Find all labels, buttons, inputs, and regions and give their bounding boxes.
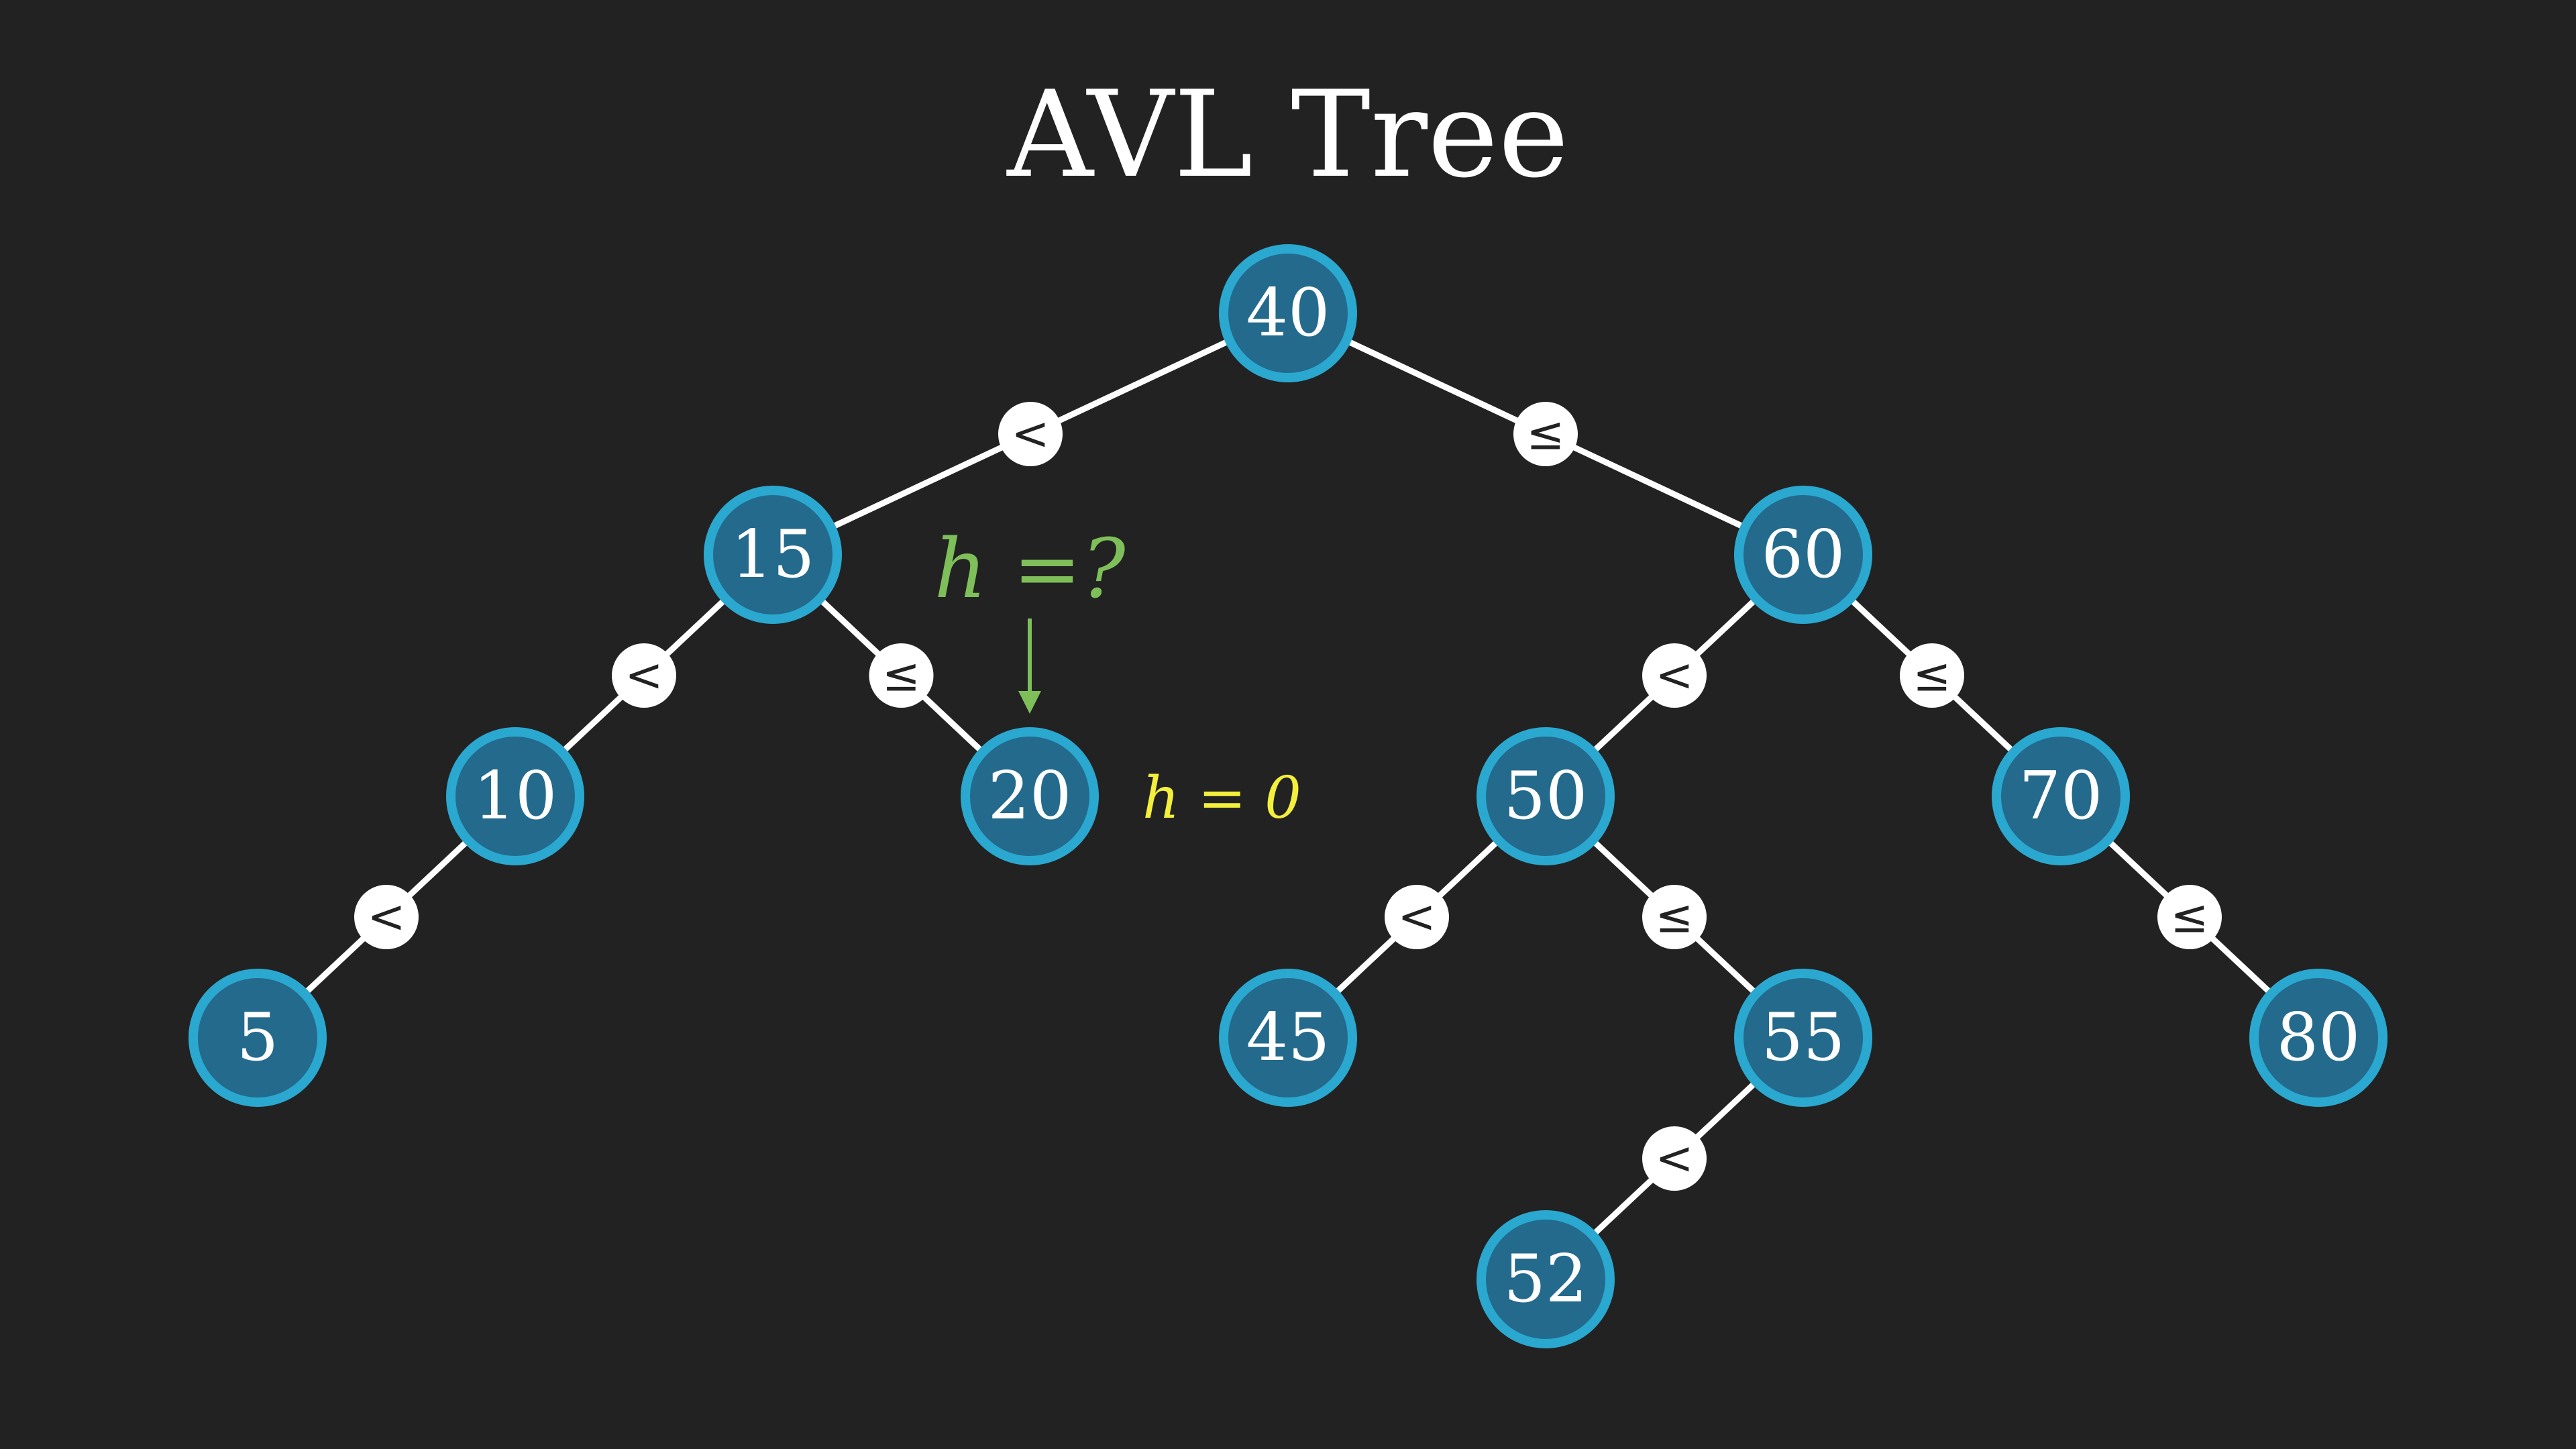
edge-label-badge: [998, 402, 1063, 466]
node-value: 5: [237, 1000, 278, 1076]
edge-label-glyph: ≤: [882, 649, 920, 702]
height-question-label: h =?: [934, 521, 1126, 616]
edge-label-badge: [1900, 643, 1964, 708]
node-value: 70: [2019, 758, 2103, 835]
edge-label-glyph: ≤: [2171, 891, 2209, 944]
edge-label-glyph: <: [1398, 891, 1436, 944]
edge-label-n15-n20: ≤: [869, 643, 934, 708]
edge-label-badge: [354, 885, 419, 949]
edge-label-badge: [2157, 885, 2222, 949]
edge-label-glyph: ≤: [1913, 649, 1951, 702]
tree-node-55: 55: [1734, 969, 1872, 1107]
tree-node-70: 70: [1992, 727, 2130, 865]
edge-label-badge: [612, 643, 676, 708]
tree-node-5: 5: [189, 969, 327, 1107]
node-circle: [189, 969, 327, 1107]
node-value: 55: [1762, 1000, 1845, 1076]
node-circle: [446, 727, 584, 865]
arrow-head-icon: [1018, 691, 1041, 714]
tree-node-60: 60: [1734, 486, 1872, 624]
edge-label-n10-n5: <: [354, 885, 419, 949]
tree-node-45: 45: [1219, 969, 1357, 1107]
height-value-label: h = 0: [1142, 765, 1301, 832]
tree-node-40: 40: [1219, 244, 1357, 382]
edge-label-glyph: <: [368, 891, 406, 944]
edge-label-glyph: <: [1656, 1132, 1694, 1185]
edge-label-n40-n60: ≤: [1513, 402, 1578, 466]
node-value: 80: [2277, 1000, 2361, 1076]
edge-label-n60-n50: <: [1642, 643, 1707, 708]
diagram-title: AVL Tree: [1007, 65, 1569, 204]
edge-label-badge: [869, 643, 934, 708]
edge-label-n60-n70: ≤: [1900, 643, 1964, 708]
height-question-annotation: h =?: [934, 521, 1126, 714]
node-circle: [1219, 244, 1357, 382]
edge-label-n55-n52: <: [1642, 1126, 1707, 1191]
node-value: 40: [1246, 275, 1330, 352]
node-value: 15: [731, 517, 815, 593]
edge-labels-layer: < ≤ < ≤ < ≤ < < ≤ ≤ <: [354, 402, 2222, 1191]
edge-label-glyph: ≤: [1527, 408, 1565, 461]
edge-label-badge: [1642, 885, 1707, 949]
edge-label-n40-n15: <: [998, 402, 1063, 466]
node-value: 60: [1762, 517, 1845, 593]
edge-label-glyph: <: [1012, 408, 1050, 461]
node-circle: [1992, 727, 2130, 865]
node-circle: [1477, 727, 1615, 865]
node-value: 45: [1246, 1000, 1330, 1076]
edge-label-glyph: <: [625, 649, 663, 702]
edge-label-n15-n10: <: [612, 643, 676, 708]
node-value: 20: [988, 758, 1072, 835]
node-value: 50: [1504, 758, 1588, 835]
node-circle: [704, 486, 842, 624]
node-value: 10: [474, 758, 557, 835]
node-value: 52: [1504, 1241, 1588, 1318]
edge-label-glyph: <: [1656, 649, 1694, 702]
edge-label-badge: [1642, 643, 1707, 708]
edge-label-n50-n45: <: [1385, 885, 1449, 949]
tree-node-80: 80: [2249, 969, 2387, 1107]
edge-label-badge: [1642, 1126, 1707, 1191]
node-circle: [2249, 969, 2387, 1107]
tree-node-10: 10: [446, 727, 584, 865]
node-circle: [1734, 969, 1872, 1107]
tree-node-52: 52: [1477, 1210, 1615, 1348]
node-circle: [961, 727, 1099, 865]
edge-label-badge: [1513, 402, 1578, 466]
edge-label-badge: [1385, 885, 1449, 949]
edge-label-n50-n55: ≤: [1642, 885, 1707, 949]
node-circle: [1477, 1210, 1615, 1348]
tree-node-50: 50: [1477, 727, 1615, 865]
node-circle: [1219, 969, 1357, 1107]
edge-label-n70-n80: ≤: [2157, 885, 2222, 949]
edge-label-glyph: ≤: [1656, 891, 1694, 944]
tree-node-15: 15: [704, 486, 842, 624]
tree-node-20: 20: [961, 727, 1099, 865]
node-circle: [1734, 486, 1872, 624]
nodes-layer: 40 15 60 10 20 50 70 5 45 55 80 52: [189, 244, 2387, 1348]
